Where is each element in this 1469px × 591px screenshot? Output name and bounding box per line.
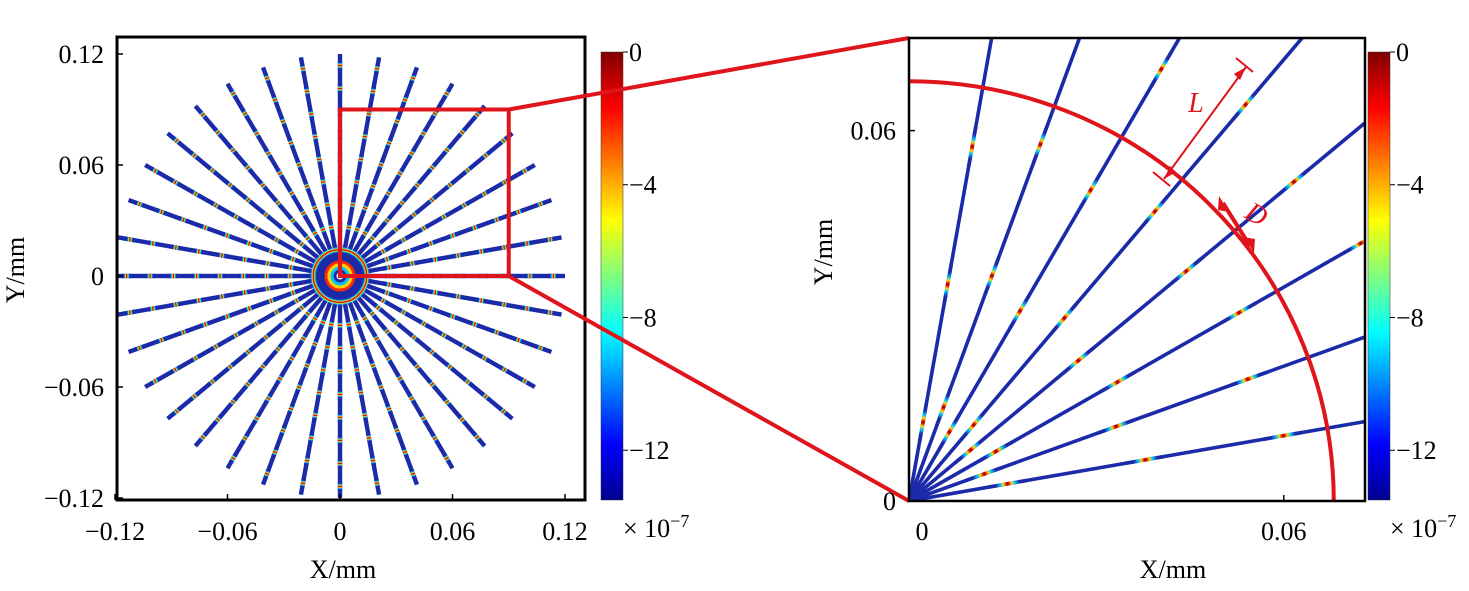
right-y-tick-labels: 0.06 0 [851, 117, 915, 516]
left-ray [260, 289, 337, 486]
right-colorbar-tick: −12 [1396, 436, 1437, 465]
right-panel: 0 0.06 0.060 X/mm Y/mm L D 0−4−8−12× 10−7 [809, 36, 1456, 584]
right-y-tick-label: 0.06 [851, 117, 897, 146]
right-y-tick-label: 0 [883, 487, 896, 516]
right-x-axis-label: X/mm [1140, 555, 1206, 584]
right-ray [909, 392, 1365, 501]
left-x-axis-label: X/mm [310, 555, 376, 584]
right-x-tick-label: 0 [916, 517, 929, 546]
length-label: L [1187, 88, 1204, 119]
length-annotation: L [1152, 57, 1254, 187]
left-x-tick-label: −0.12 [85, 517, 145, 546]
left-ray [298, 56, 340, 262]
zoom-connector-bottom [507, 274, 910, 503]
left-panel: −0.12 −0.06 0 0.06 0.12 0.120.060−0.06−0.12 … [1, 35, 689, 584]
left-ray [353, 278, 553, 354]
left-colorbar: 0 −4 −8 −12 × 10−7 [600, 38, 689, 543]
right-colorbar-tick: −4 [1396, 171, 1424, 200]
left-x-tick-label: −0.06 [197, 517, 257, 546]
left-ray [337, 290, 343, 498]
right-colorbar-bar [1367, 51, 1391, 501]
left-ray [260, 66, 337, 263]
right-ray [909, 38, 1125, 501]
left-ray [144, 163, 329, 271]
left-colorbar-tick: −12 [629, 436, 670, 465]
left-y-tick-label: 0 [91, 262, 104, 291]
zoom-box [338, 107, 511, 278]
left-ray [353, 198, 553, 274]
right-ray [909, 38, 1223, 501]
left-ray [350, 283, 514, 421]
right-ray [909, 102, 1365, 501]
left-x-tick-label: 0 [334, 517, 347, 546]
left-ray [127, 278, 327, 354]
left-ray [354, 235, 562, 276]
left-x-tick-labels: −0.12 −0.06 0 0.06 0.12 [85, 494, 588, 546]
left-y-tick-label: −0.12 [44, 484, 104, 513]
left-ray [166, 131, 330, 269]
right-x-tick-labels: 0 0.06 [908, 495, 1307, 546]
right-rays [909, 38, 1365, 501]
left-ray [225, 82, 335, 265]
left-ray [350, 131, 514, 269]
left-ray [340, 56, 382, 262]
left-y-tick-labels: 0.12 0.06 0 −0.06 −0.12 [44, 40, 123, 513]
left-ray [351, 281, 536, 389]
right-colorbar-tick: −8 [1396, 303, 1424, 332]
right-ray [909, 190, 1365, 501]
left-ray [340, 290, 382, 496]
right-colorbar-multiplier: × 10−7 [1390, 511, 1456, 543]
left-y-tick-label: −0.06 [44, 373, 104, 402]
right-ray [909, 38, 1312, 501]
right-ray [909, 288, 1365, 501]
left-y-tick-label: 0.12 [59, 40, 105, 69]
left-colorbar-multiplier: × 10−7 [623, 511, 689, 543]
zoom-connector-top [508, 36, 910, 112]
left-ray [117, 273, 325, 279]
left-ray [345, 82, 455, 265]
left-ray [343, 66, 420, 263]
left-ray [343, 289, 420, 486]
left-y-axis-label: Y/mm [1, 237, 30, 303]
boundary-arc [909, 79, 1336, 501]
left-ray [354, 276, 562, 317]
left-ray [166, 283, 330, 421]
left-ray [193, 285, 333, 448]
left-ray [347, 104, 487, 267]
left-colorbar-bar [600, 51, 624, 501]
left-ray [144, 281, 329, 389]
right-colorbar-tick: 0 [1396, 38, 1409, 67]
left-ray [118, 276, 326, 317]
right-x-tick-label: 0.06 [1261, 517, 1307, 546]
left-ray [298, 290, 340, 496]
left-plot-frame [115, 35, 587, 502]
left-ray [127, 198, 327, 274]
left-colorbar-tick: 0 [629, 38, 642, 67]
left-ray [225, 287, 335, 470]
right-colorbar: 0 −4 −8 −12 × 10−7 [1367, 38, 1456, 543]
right-plot-frame [907, 36, 1367, 503]
right-ray [909, 38, 1020, 501]
left-ray [347, 285, 487, 448]
right-y-axis-label: Y/mm [809, 219, 838, 285]
left-y-tick-label: 0.06 [59, 151, 105, 180]
left-ray [118, 235, 326, 276]
left-rays [117, 54, 565, 498]
left-x-tick-label: 0.06 [430, 517, 476, 546]
left-ray [193, 104, 333, 267]
left-colorbar-tick: −8 [629, 303, 657, 332]
left-colorbar-tick: −4 [629, 171, 657, 200]
left-ray [345, 287, 455, 470]
left-x-tick-label: 0.12 [542, 517, 588, 546]
